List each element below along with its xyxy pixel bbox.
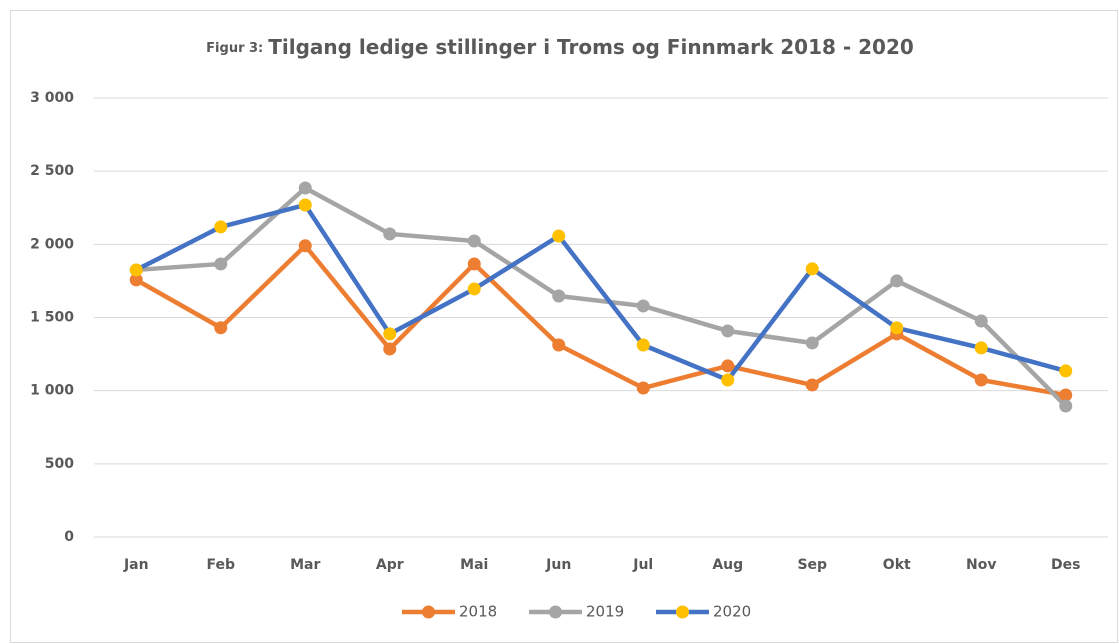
legend-marker bbox=[549, 605, 562, 619]
x-tick-label: Jun bbox=[545, 557, 571, 573]
chart-title-group: Figur 3: Tilgang ledige stillinger i Trom… bbox=[206, 35, 914, 59]
data-point bbox=[721, 359, 735, 373]
legend-marker bbox=[422, 605, 435, 619]
data-point bbox=[1059, 388, 1073, 402]
chart-frame bbox=[10, 10, 1118, 643]
y-tick-label: 0 bbox=[64, 529, 74, 545]
x-tick-label: Okt bbox=[883, 557, 911, 573]
data-point bbox=[214, 257, 228, 271]
data-point bbox=[383, 342, 397, 356]
x-tick-label: Des bbox=[1051, 557, 1080, 573]
data-point bbox=[552, 289, 566, 303]
series-line bbox=[135, 243, 1067, 398]
data-point bbox=[383, 227, 397, 241]
data-point bbox=[974, 341, 988, 355]
x-tick-label: Feb bbox=[206, 557, 235, 573]
data-point bbox=[890, 321, 904, 335]
data-point bbox=[552, 338, 566, 352]
data-point bbox=[974, 314, 988, 328]
y-tick-label: 2 000 bbox=[30, 236, 74, 252]
data-point bbox=[214, 321, 228, 335]
data-point bbox=[805, 336, 819, 350]
x-tick-label: Sep bbox=[797, 557, 827, 573]
x-tick-label: Jul bbox=[632, 557, 653, 573]
title-prefix: Figur 3: bbox=[206, 41, 263, 56]
y-tick-label: 500 bbox=[45, 456, 74, 472]
legend-label: 2018 bbox=[459, 603, 497, 621]
data-point bbox=[298, 181, 312, 195]
x-tick-label: Aug bbox=[712, 557, 743, 573]
data-point bbox=[636, 338, 650, 352]
legend-label: 2020 bbox=[713, 603, 751, 621]
data-point bbox=[1059, 399, 1073, 413]
series-line bbox=[136, 185, 1068, 408]
data-point bbox=[214, 220, 228, 234]
x-tick-label: Mar bbox=[290, 557, 320, 573]
data-point bbox=[721, 324, 735, 338]
data-point bbox=[467, 282, 481, 296]
data-point bbox=[805, 378, 819, 392]
data-point bbox=[1059, 364, 1073, 378]
y-tick-label: 1 500 bbox=[30, 310, 74, 326]
data-point bbox=[298, 239, 312, 253]
legend-label: 2019 bbox=[586, 603, 624, 621]
data-point bbox=[467, 234, 481, 248]
x-tick-label: Nov bbox=[966, 557, 996, 573]
data-point bbox=[890, 274, 904, 288]
series-line bbox=[135, 202, 1067, 383]
y-tick-label: 2 500 bbox=[30, 163, 74, 179]
chart-title: Tilgang ledige stillinger i Troms og Fin… bbox=[268, 35, 914, 59]
data-point bbox=[129, 263, 143, 277]
x-tick-label: Apr bbox=[376, 557, 404, 573]
x-tick-label: Mai bbox=[460, 557, 488, 573]
data-point bbox=[974, 373, 988, 387]
data-point bbox=[636, 381, 650, 395]
data-point bbox=[298, 198, 312, 212]
y-tick-label: 3 000 bbox=[30, 90, 74, 106]
data-point bbox=[383, 327, 397, 341]
data-point bbox=[552, 229, 566, 243]
data-point bbox=[721, 373, 735, 387]
legend-marker bbox=[676, 605, 689, 619]
data-point bbox=[636, 299, 650, 313]
y-tick-label: 1 000 bbox=[30, 383, 74, 399]
data-point bbox=[467, 257, 481, 271]
data-point bbox=[805, 262, 819, 276]
x-tick-label: Jan bbox=[123, 557, 149, 573]
data-point bbox=[129, 273, 143, 287]
